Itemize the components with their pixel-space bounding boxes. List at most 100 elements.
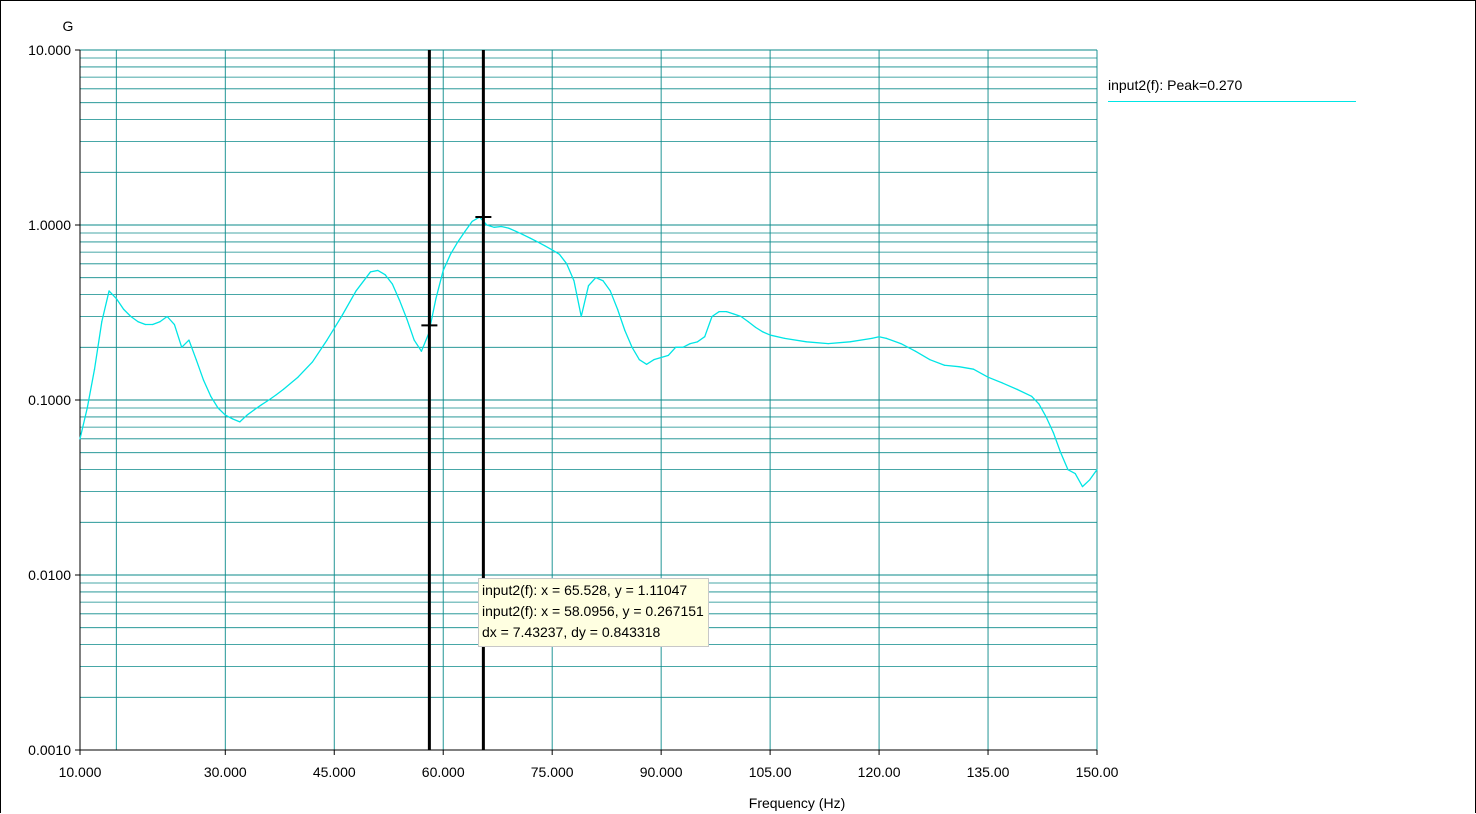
data-point xyxy=(943,364,946,366)
data-point xyxy=(435,297,437,300)
data-point xyxy=(457,241,459,243)
legend-entry-label: input2(f): Peak=0.270 xyxy=(1108,77,1243,93)
legend-entry-swatch xyxy=(1108,101,1356,102)
data-point xyxy=(754,326,757,328)
data-point xyxy=(246,414,248,416)
data-point xyxy=(406,318,408,320)
cursor-readout-tooltip: input2(f): x = 65.528, y = 1.11047 input… xyxy=(478,578,709,647)
data-point xyxy=(311,361,314,363)
data-point xyxy=(1067,469,1069,471)
data-point xyxy=(1001,382,1004,384)
y-axis-title: G xyxy=(63,18,74,34)
data-point xyxy=(609,290,611,292)
data-point xyxy=(79,438,81,440)
data-point xyxy=(340,315,343,318)
x-tick-label: 75.000 xyxy=(531,764,574,780)
x-tick-label: 60.000 xyxy=(422,764,465,780)
data-point xyxy=(261,404,263,406)
data-point xyxy=(849,341,851,343)
data-point xyxy=(900,343,902,345)
data-point xyxy=(624,329,626,331)
data-point xyxy=(587,285,590,287)
y-tick-label: 0.1000 xyxy=(28,392,71,408)
data-point xyxy=(122,308,125,310)
series-line-0 xyxy=(79,216,1098,488)
data-point xyxy=(413,339,415,341)
data-point xyxy=(1081,486,1084,488)
data-point xyxy=(152,323,154,326)
legend: input2(f): Peak=0.270 xyxy=(1108,77,1358,102)
data-point xyxy=(914,350,916,352)
data-point xyxy=(573,280,575,282)
data-point xyxy=(616,308,619,310)
data-point xyxy=(805,341,808,343)
data-point xyxy=(369,271,372,273)
data-point xyxy=(137,321,139,323)
data-point xyxy=(1038,403,1040,405)
data-point xyxy=(718,311,720,313)
data-point xyxy=(740,315,742,318)
data-point xyxy=(1045,416,1047,418)
y-tick-label: 0.0100 xyxy=(28,567,71,583)
data-point xyxy=(297,376,299,378)
data-point xyxy=(1060,452,1062,454)
x-tick-label: 30.000 xyxy=(204,764,247,780)
data-point xyxy=(1089,479,1091,481)
data-point xyxy=(1052,432,1055,434)
data-point xyxy=(326,339,328,341)
data-point xyxy=(762,331,764,333)
x-tick-label: 10.000 xyxy=(59,764,102,780)
data-point xyxy=(188,339,190,341)
data-point xyxy=(464,230,466,232)
data-point xyxy=(268,399,270,401)
data-point xyxy=(1096,469,1098,471)
data-point xyxy=(551,249,553,251)
data-point xyxy=(144,323,146,326)
data-point xyxy=(282,388,284,390)
x-tick-label: 150.00 xyxy=(1076,764,1119,780)
data-point xyxy=(537,241,539,243)
data-point xyxy=(515,230,517,232)
data-point xyxy=(696,341,699,343)
data-point xyxy=(958,366,960,368)
data-point xyxy=(1016,388,1018,390)
x-tick-label: 105.00 xyxy=(749,764,792,780)
data-point xyxy=(377,269,379,272)
data-point xyxy=(682,346,684,348)
data-point xyxy=(101,321,103,323)
data-point xyxy=(646,363,648,365)
data-point xyxy=(500,225,502,228)
y-tick-label: 0.0010 xyxy=(28,742,71,758)
data-point xyxy=(173,323,176,326)
data-point xyxy=(929,359,931,361)
x-axis-title: Frequency (Hz) xyxy=(749,795,845,811)
x-tick-label: 135.00 xyxy=(967,764,1010,780)
minor-gridlines xyxy=(80,57,1097,698)
data-point xyxy=(747,321,749,323)
data-point xyxy=(1074,472,1076,475)
data-point xyxy=(507,227,510,229)
data-point xyxy=(449,253,452,255)
data-point xyxy=(689,343,691,345)
data-point xyxy=(217,407,219,409)
y-tick-label: 10.000 xyxy=(28,42,71,58)
data-point xyxy=(442,269,444,272)
data-point xyxy=(384,274,386,276)
data-point xyxy=(493,226,495,228)
data-point xyxy=(391,283,393,285)
data-point xyxy=(202,379,205,381)
data-point xyxy=(420,350,423,352)
series-layer xyxy=(79,216,1098,488)
x-tick-label: 90.000 xyxy=(640,764,683,780)
data-point xyxy=(544,245,546,247)
x-tick-label: 120.00 xyxy=(858,764,901,780)
readout-line-cursor-2: input2(f): x = 65.528, y = 1.11047 xyxy=(482,582,688,598)
data-point xyxy=(253,409,255,411)
data-point xyxy=(529,237,531,239)
data-point xyxy=(972,368,975,370)
data-point xyxy=(660,356,662,359)
data-point xyxy=(166,315,168,318)
data-point xyxy=(471,220,473,222)
data-point xyxy=(115,297,117,300)
